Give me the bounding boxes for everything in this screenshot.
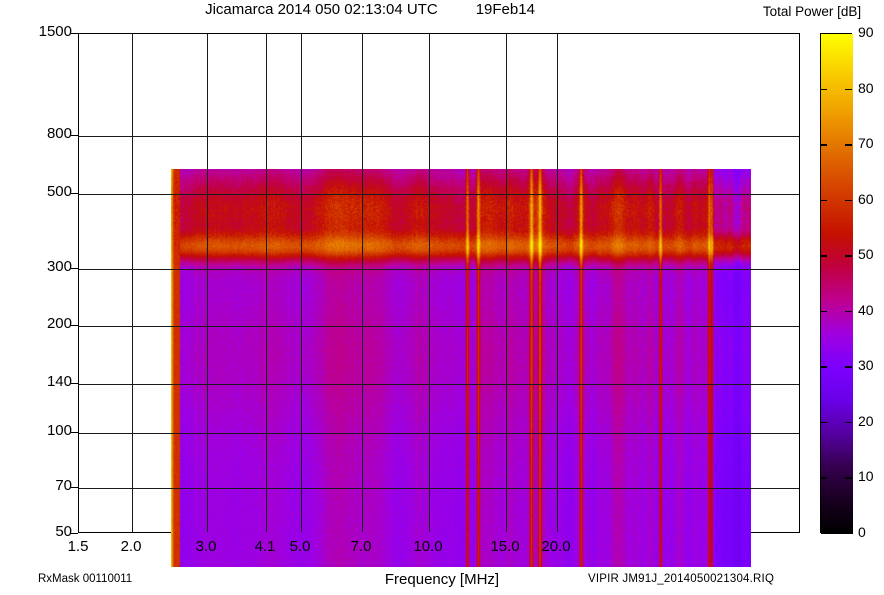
gridline-v-10: [429, 34, 430, 532]
y-tick-label-800: 800: [46, 125, 72, 142]
colorbar-tick-left-30: [820, 366, 827, 368]
colorbar-tick-left-60: [820, 199, 827, 202]
gridline-v-5: [301, 34, 302, 532]
colorbar-label-30: 30: [858, 357, 874, 374]
y-tick-mark-70: [71, 487, 78, 489]
colorbar-tick-right-10: [845, 477, 852, 479]
gridline-v-20: [557, 34, 558, 532]
y-tick-mark-500: [71, 193, 78, 195]
x-tick-label-1-5: 1.5: [67, 538, 89, 555]
x-tick-label-3-0: 3.0: [195, 538, 217, 555]
title-station: Jicamarca 2014 050 02:13:04 UTC: [205, 1, 438, 18]
x-axis-label: Frequency [MHz]: [384, 571, 500, 588]
y-tick-mark-100: [71, 432, 78, 434]
x-tick-label-4-1: 4.1: [254, 538, 276, 555]
y-tick-mark-1500: [71, 33, 78, 35]
gridline-v-3: [207, 34, 208, 532]
y-tick-mark-50: [71, 533, 78, 535]
footer-filename: VIPIR JM91J_2014050021304.RIQ: [588, 573, 775, 585]
colorbar-label-50: 50: [858, 246, 874, 263]
colorbar-gradient: [821, 34, 853, 534]
y-tick-label-100: 100: [46, 422, 72, 439]
y-tick-label-200: 200: [46, 315, 72, 332]
x-tick-label-10-0: 10.0: [413, 538, 443, 555]
gridline-v-4.1: [266, 34, 267, 532]
y-tick-label-500: 500: [46, 183, 72, 200]
gridline-h-100: [79, 433, 799, 434]
colorbar-tick-left-80: [820, 88, 827, 90]
colorbar-tick-right-80: [845, 88, 852, 90]
y-tick-mark-300: [71, 268, 78, 270]
colorbar-label-90: 90: [858, 24, 874, 40]
plot-frame: [78, 33, 800, 567]
colorbar-tick-left-20: [820, 421, 827, 424]
colorbar-tick-right-60: [845, 199, 852, 202]
y-tick-mark-140: [71, 383, 78, 385]
colorbar-tick-left-40: [820, 310, 827, 313]
colorbar-title: Total Power [dB]: [762, 4, 862, 19]
x-tick-label-15-0: 15.0: [490, 538, 520, 555]
gridline-h-140: [79, 384, 799, 385]
colorbar-tick-left-70: [820, 144, 827, 146]
figure-title: Jicamarca 2014 050 02:13:04 UTC 19Feb14: [0, 1, 740, 18]
y-tick-label-1500: 1500: [38, 23, 72, 40]
colorbar-label-10: 10: [858, 468, 874, 485]
colorbar-tick-left-50: [820, 255, 827, 257]
y-tick-label-300: 300: [46, 258, 72, 275]
gridline-h-800: [79, 136, 799, 137]
colorbar-label-80: 80: [858, 79, 874, 96]
gridline-h-70: [79, 488, 799, 489]
y-tick-mark-200: [71, 325, 78, 327]
colorbar-tick-left-10: [820, 477, 827, 479]
title-date: 19Feb14: [475, 1, 535, 18]
colorbar-label-70: 70: [858, 135, 874, 152]
gridline-h-500: [79, 194, 799, 195]
colorbar-tick-right-40: [845, 310, 852, 313]
colorbar-tick-right-50: [845, 255, 852, 257]
colorbar-label-60: 60: [858, 190, 874, 207]
colorbar-label-40: 40: [858, 301, 874, 318]
x-tick-label-5-0: 5.0: [289, 538, 311, 555]
colorbar-label-20: 20: [858, 412, 874, 429]
footer-rxmask: RxMask 00110011: [38, 573, 133, 585]
gridline-v-7: [362, 34, 363, 532]
x-tick-label-2-0: 2.0: [120, 538, 142, 555]
spectrogram-canvas: [171, 169, 751, 567]
colorbar-tick-right-70: [845, 144, 852, 146]
x-tick-label-7-0: 7.0: [350, 538, 372, 555]
gridline-v-2: [132, 34, 133, 532]
spectrogram-data-area: [171, 169, 751, 567]
x-tick-label-20-0: 20.0: [541, 538, 571, 555]
colorbar-tick-right-30: [845, 366, 852, 368]
y-tick-label-70: 70: [55, 477, 72, 494]
y-tick-label-50: 50: [55, 523, 72, 540]
colorbar-tick-right-20: [845, 421, 852, 424]
y-tick-label-140: 140: [46, 373, 72, 390]
colorbar-label-0: 0: [858, 524, 866, 540]
colorbar: [820, 33, 853, 534]
gridline-v-15: [506, 34, 507, 532]
y-tick-mark-800: [71, 135, 78, 137]
gridline-h-200: [79, 326, 799, 327]
gridline-h-300: [79, 269, 799, 270]
